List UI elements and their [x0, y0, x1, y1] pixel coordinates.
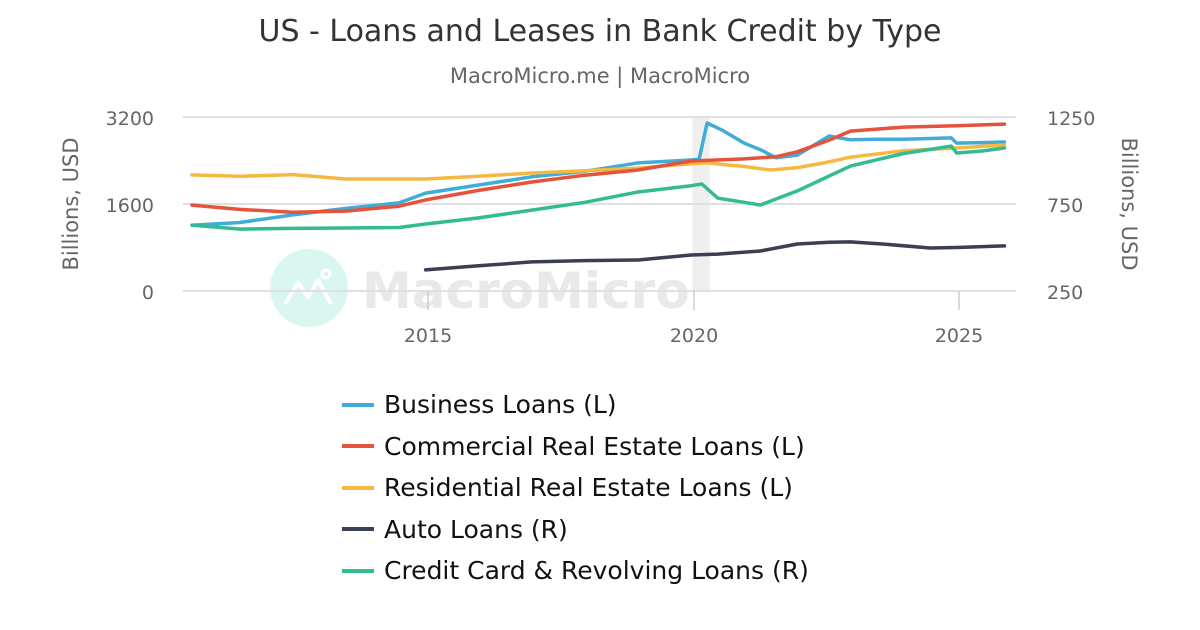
chart-plot-area: MacroMicro 3200 1600 0 1250 750 250 2015… [59, 108, 1141, 347]
legend-swatch-icon [342, 402, 374, 407]
series-line-auto-loans-r[interactable] [423, 240, 1007, 272]
macromicro-logo-icon [270, 249, 348, 327]
gridlines [183, 116, 1016, 292]
legend-item-business-loans[interactable]: Business Loans (L) [342, 384, 809, 426]
x-axis-ticks [427, 291, 960, 310]
series-line-business-loans-l[interactable] [190, 121, 1007, 227]
series-line-commercial-real-estate-loans-l[interactable] [190, 122, 1007, 214]
legend-item-credit-card-revolving-loans[interactable]: Credit Card & Revolving Loans (R) [342, 550, 809, 592]
legend-label: Residential Real Estate Loans (L) [384, 473, 793, 503]
legend-swatch-icon [342, 444, 374, 449]
legend-swatch-icon [342, 485, 374, 490]
x-tick-2015: 2015 [404, 325, 452, 347]
legend-swatch-icon [342, 527, 374, 532]
series-lines [190, 121, 1007, 272]
left-tick-0: 0 [142, 282, 154, 304]
legend-label: Credit Card & Revolving Loans (R) [384, 556, 809, 586]
series-line-credit-card-revolving-loans-r[interactable] [190, 144, 1007, 231]
left-tick-3200: 3200 [106, 108, 154, 130]
right-tick-1250: 1250 [1047, 108, 1095, 130]
chart-title: US - Loans and Leases in Bank Credit by … [258, 14, 942, 49]
left-axis-label: Billions, USD [59, 137, 83, 270]
right-tick-250: 250 [1047, 282, 1083, 304]
chart-subtitle: MacroMicro.me | MacroMicro [449, 64, 751, 88]
left-tick-1600: 1600 [106, 195, 154, 217]
right-tick-750: 750 [1047, 195, 1083, 217]
legend-item-residential-real-estate-loans[interactable]: Residential Real Estate Loans (L) [342, 467, 809, 509]
right-axis-label: Billions, USD [1117, 137, 1141, 270]
legend-swatch-icon [342, 568, 374, 573]
x-tick-2025: 2025 [935, 325, 983, 347]
legend-label: Business Loans (L) [384, 390, 617, 420]
legend-label: Commercial Real Estate Loans (L) [384, 431, 805, 461]
legend-label: Auto Loans (R) [384, 514, 568, 544]
legend: Business Loans (L) Commercial Real Estat… [342, 384, 809, 592]
legend-item-auto-loans[interactable]: Auto Loans (R) [342, 509, 809, 551]
legend-item-commercial-real-estate-loans[interactable]: Commercial Real Estate Loans (L) [342, 426, 809, 468]
x-tick-2020: 2020 [670, 325, 718, 347]
